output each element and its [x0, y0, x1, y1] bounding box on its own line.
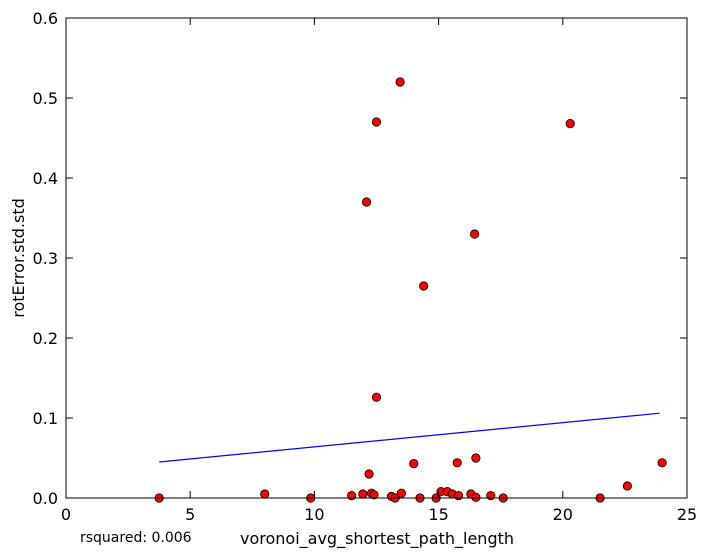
data-point	[471, 453, 481, 463]
fit-line-layer	[159, 412, 660, 463]
data-point	[622, 481, 632, 491]
data-point	[369, 490, 379, 500]
plot-area	[66, 18, 687, 498]
x-tick-label: 25	[677, 505, 697, 524]
x-tick-label: 5	[185, 505, 195, 524]
y-tick-label: 0.0	[33, 489, 58, 508]
x-axis-label: voronoi_avg_shortest_path_length	[240, 529, 514, 549]
data-point	[361, 197, 372, 207]
data-point	[395, 77, 405, 87]
x-tick-label: 20	[553, 505, 573, 524]
data-point	[358, 489, 368, 499]
x-tick-label: 10	[304, 505, 324, 524]
y-axis-ticks: 0.0 0.1 0.2 0.3 0.4 0.5 0.6	[33, 9, 687, 508]
y-tick-label: 0.1	[33, 409, 58, 428]
data-point	[565, 119, 575, 129]
data-point	[409, 458, 419, 469]
data-point	[452, 458, 462, 468]
x-tick-label: 0	[61, 505, 71, 524]
data-point	[471, 492, 481, 502]
y-tick-label: 0.2	[33, 329, 58, 348]
y-axis-label: rotError.std.std	[9, 198, 28, 318]
data-point	[396, 488, 406, 498]
x-tick-label: 15	[428, 505, 448, 524]
data-point	[419, 281, 429, 291]
rsquared-annotation: rsquared: 0.006	[80, 530, 192, 546]
regression-line	[159, 412, 660, 463]
data-point	[347, 490, 357, 501]
data-point	[470, 229, 480, 239]
y-tick-label: 0.5	[33, 89, 58, 108]
y-tick-label: 0.3	[33, 249, 58, 268]
data-point	[260, 489, 270, 499]
data-point	[364, 469, 374, 479]
y-tick-label: 0.6	[33, 9, 58, 28]
data-point	[486, 490, 496, 501]
x-axis-ticks: 0 5 10 15 20 25	[61, 18, 697, 524]
data-point	[371, 117, 382, 127]
data-point	[453, 490, 464, 501]
data-point	[371, 392, 382, 402]
y-tick-label: 0.4	[33, 169, 58, 188]
data-point	[657, 458, 667, 468]
